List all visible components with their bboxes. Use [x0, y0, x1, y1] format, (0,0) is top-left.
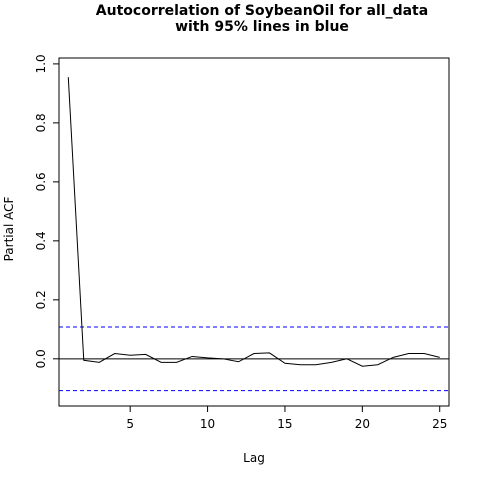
- x-tick-label-10: 10: [200, 417, 215, 431]
- x-axis-label: Lag: [243, 451, 265, 465]
- chart-title-line1: Autocorrelation of SoybeanOil for all_da…: [96, 3, 428, 19]
- y-tick-label-2: 0.4: [34, 231, 48, 250]
- plot-frame: [58, 57, 450, 407]
- y-tick-label-4: 0.8: [34, 113, 48, 132]
- pacf-series-line: [67, 77, 440, 367]
- y-tick-label-0: 0.0: [34, 349, 48, 368]
- y-tick-label-3: 0.6: [34, 172, 48, 191]
- x-tick-label-25: 25: [432, 417, 447, 431]
- x-tick-label-15: 15: [277, 417, 292, 431]
- y-axis-label: Partial ACF: [2, 197, 16, 262]
- x-tick-label-20: 20: [355, 417, 370, 431]
- chart-title-line2: with 95% lines in blue: [175, 19, 349, 35]
- y-tick-label-5: 1.0: [34, 54, 48, 73]
- x-tick-label-5: 5: [126, 417, 134, 431]
- plot-area: 5 10 15 20 25 0.0 0.2 0.4 0.6 0.8 1.0: [34, 54, 450, 431]
- y-tick-label-1: 0.2: [34, 290, 48, 309]
